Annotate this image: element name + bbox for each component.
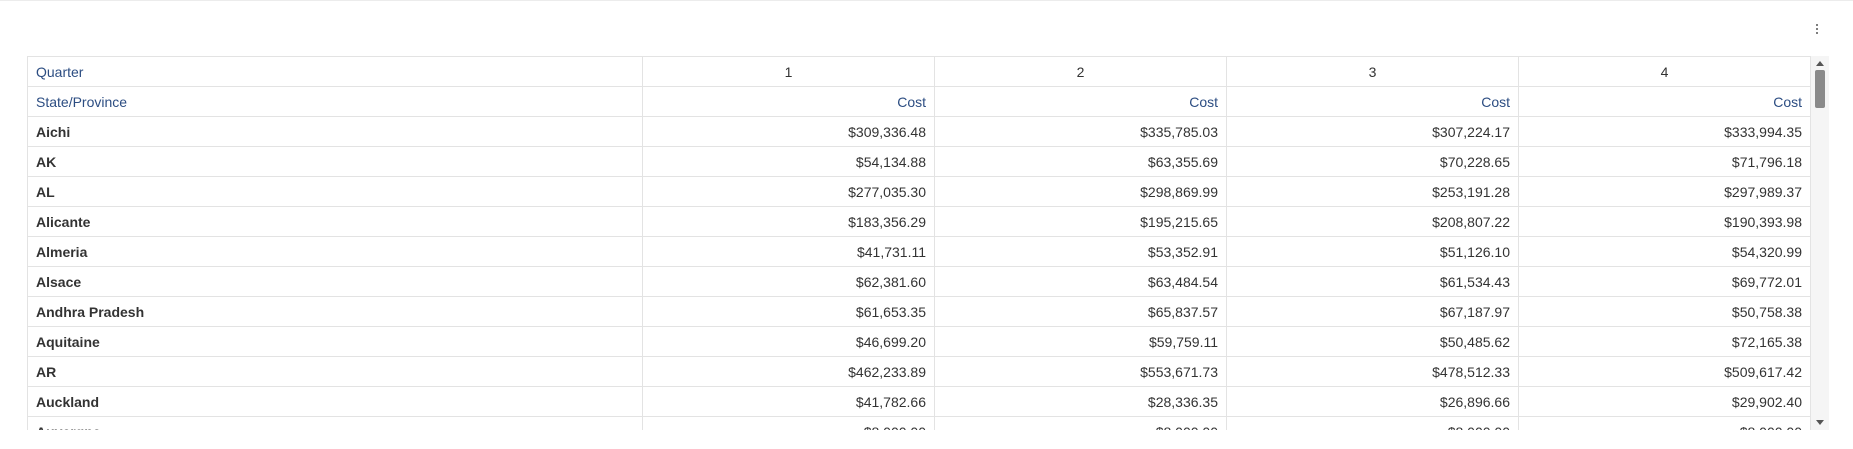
- cost-cell[interactable]: $53,352.91: [935, 237, 1227, 267]
- cost-cell[interactable]: $26,896.66: [1227, 387, 1519, 417]
- cost-cell[interactable]: $309,336.48: [643, 117, 935, 147]
- cost-cell[interactable]: $71,796.18: [1519, 147, 1811, 177]
- pivot-body: Aichi $309,336.48 $335,785.03 $307,224.17 $3…: [28, 117, 1811, 431]
- cost-cell[interactable]: $67,187.97: [1227, 297, 1519, 327]
- row-label[interactable]: Auvergne: [28, 417, 643, 431]
- cost-cell[interactable]: $253,191.28: [1227, 177, 1519, 207]
- cost-cell[interactable]: $8,000.00: [1227, 417, 1519, 431]
- row-label[interactable]: Andhra Pradesh: [28, 297, 643, 327]
- measure-header[interactable]: Cost: [935, 87, 1227, 117]
- cost-cell[interactable]: $72,165.38: [1519, 327, 1811, 357]
- table-row: Aichi $309,336.48 $335,785.03 $307,224.17 $3…: [28, 117, 1811, 147]
- cost-cell[interactable]: $51,126.10: [1227, 237, 1519, 267]
- row-label[interactable]: Alsace: [28, 267, 643, 297]
- measure-header[interactable]: Cost: [643, 87, 935, 117]
- cost-cell[interactable]: $509,617.42: [1519, 357, 1811, 387]
- measure-header[interactable]: Cost: [1227, 87, 1519, 117]
- cost-cell[interactable]: $195,215.65: [935, 207, 1227, 237]
- cost-cell[interactable]: $183,356.29: [643, 207, 935, 237]
- table-row: Almeria $41,731.11 $53,352.91 $51,126.10 $54…: [28, 237, 1811, 267]
- cost-cell[interactable]: $63,484.54: [935, 267, 1227, 297]
- table-row: Alsace $62,381.60 $63,484.54 $61,534.43 $69,…: [28, 267, 1811, 297]
- pivot-table-container: Quarter 1 2 3 4 State/Province Cost Cost…: [27, 56, 1829, 430]
- cost-cell[interactable]: $65,837.57: [935, 297, 1227, 327]
- row-label[interactable]: Alicante: [28, 207, 643, 237]
- pivot-table: Quarter 1 2 3 4 State/Province Cost Cost…: [27, 56, 1811, 430]
- quarter-header[interactable]: 3: [1227, 57, 1519, 87]
- row-label[interactable]: AL: [28, 177, 643, 207]
- cost-cell[interactable]: $54,134.88: [643, 147, 935, 177]
- cost-cell[interactable]: $8,000.00: [1519, 417, 1811, 431]
- cost-cell[interactable]: $8,000.00: [935, 417, 1227, 431]
- cost-cell[interactable]: $61,534.43: [1227, 267, 1519, 297]
- cost-cell[interactable]: $29,902.40: [1519, 387, 1811, 417]
- top-divider: [0, 0, 1853, 1]
- cost-cell[interactable]: $333,994.35: [1519, 117, 1811, 147]
- quarter-header[interactable]: 2: [935, 57, 1227, 87]
- table-row: Alicante $183,356.29 $195,215.65 $208,807.2…: [28, 207, 1811, 237]
- cost-cell[interactable]: $478,512.33: [1227, 357, 1519, 387]
- table-row: Aquitaine $46,699.20 $59,759.11 $50,485.62 $…: [28, 327, 1811, 357]
- cost-cell[interactable]: $41,731.11: [643, 237, 935, 267]
- cost-cell[interactable]: $50,758.38: [1519, 297, 1811, 327]
- table-row: Andhra Pradesh $61,653.35 $65,837.57 $67,18…: [28, 297, 1811, 327]
- row-label[interactable]: Aichi: [28, 117, 643, 147]
- scroll-thumb[interactable]: [1815, 70, 1825, 108]
- row-dimension-header[interactable]: State/Province: [28, 87, 643, 117]
- cost-cell[interactable]: $41,782.66: [643, 387, 935, 417]
- table-row: Auvergne$8,000.00$8,000.00$8,000.00$8,00…: [28, 417, 1811, 431]
- table-row: AR $462,233.89 $553,671.73 $478,512.33 $509,…: [28, 357, 1811, 387]
- measure-header-row: State/Province Cost Cost Cost Cost: [28, 87, 1811, 117]
- cost-cell[interactable]: $63,355.69: [935, 147, 1227, 177]
- row-label[interactable]: Auckland: [28, 387, 643, 417]
- quarter-header[interactable]: 4: [1519, 57, 1811, 87]
- vertical-scrollbar[interactable]: [1811, 56, 1829, 430]
- table-row: Auckland $41,782.66 $28,336.35 $26,896.66 $2…: [28, 387, 1811, 417]
- quarter-header[interactable]: 1: [643, 57, 935, 87]
- cost-cell[interactable]: $69,772.01: [1519, 267, 1811, 297]
- cost-cell[interactable]: $298,869.99: [935, 177, 1227, 207]
- cost-cell[interactable]: $190,393.98: [1519, 207, 1811, 237]
- cost-cell[interactable]: $61,653.35: [643, 297, 935, 327]
- cost-cell[interactable]: $70,228.65: [1227, 147, 1519, 177]
- kebab-menu-icon[interactable]: [1810, 18, 1824, 40]
- row-label[interactable]: Aquitaine: [28, 327, 643, 357]
- cost-cell[interactable]: $54,320.99: [1519, 237, 1811, 267]
- cost-cell[interactable]: $307,224.17: [1227, 117, 1519, 147]
- row-label[interactable]: AK: [28, 147, 643, 177]
- cost-cell[interactable]: $8,000.00: [643, 417, 935, 431]
- table-row: AL $277,035.30 $298,869.99 $253,191.28 $297,…: [28, 177, 1811, 207]
- column-dimension-header[interactable]: Quarter: [28, 57, 643, 87]
- cost-cell[interactable]: $28,336.35: [935, 387, 1227, 417]
- cost-cell[interactable]: $277,035.30: [643, 177, 935, 207]
- cost-cell[interactable]: $553,671.73: [935, 357, 1227, 387]
- row-label[interactable]: Almeria: [28, 237, 643, 267]
- cost-cell[interactable]: $462,233.89: [643, 357, 935, 387]
- cost-cell[interactable]: $50,485.62: [1227, 327, 1519, 357]
- row-label[interactable]: AR: [28, 357, 643, 387]
- measure-header[interactable]: Cost: [1519, 87, 1811, 117]
- quarter-header-row: Quarter 1 2 3 4: [28, 57, 1811, 87]
- cost-cell[interactable]: $46,699.20: [643, 327, 935, 357]
- table-row: AK $54,134.88 $63,355.69 $70,228.65 $71,796.…: [28, 147, 1811, 177]
- cost-cell[interactable]: $208,807.22: [1227, 207, 1519, 237]
- cost-cell[interactable]: $335,785.03: [935, 117, 1227, 147]
- scroll-down-arrow-icon[interactable]: [1816, 420, 1824, 425]
- cost-cell[interactable]: $62,381.60: [643, 267, 935, 297]
- scroll-up-arrow-icon[interactable]: [1816, 61, 1824, 66]
- cost-cell[interactable]: $297,989.37: [1519, 177, 1811, 207]
- cost-cell[interactable]: $59,759.11: [935, 327, 1227, 357]
